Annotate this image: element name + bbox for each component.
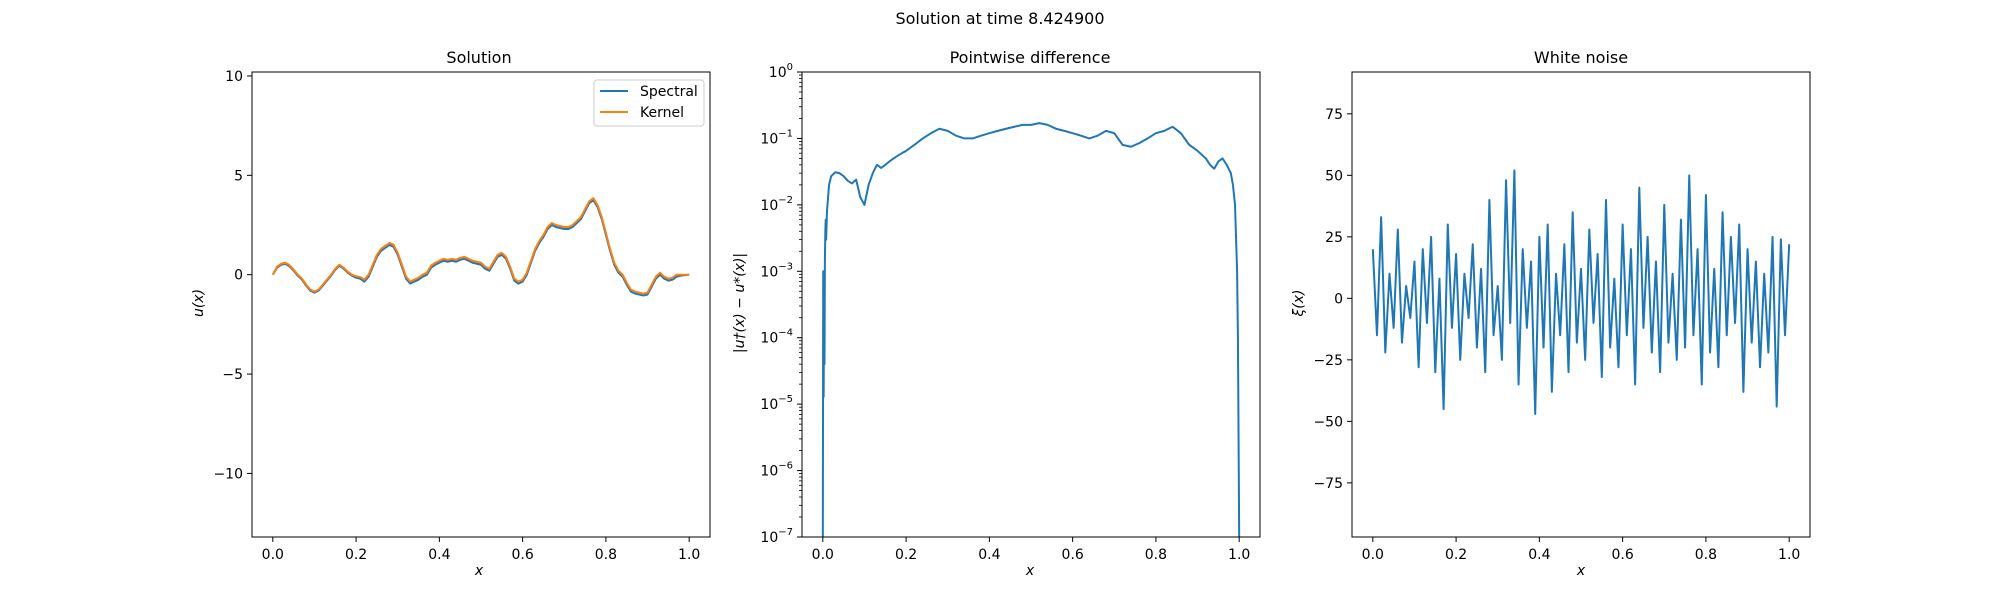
x-axis-ticks: 0.0 0.2 0.4 0.6 0.8 1.0 (1362, 537, 1800, 563)
y-tick-label: 75 (1325, 107, 1343, 123)
y-tick-label: 10−3 (760, 261, 793, 280)
x-axis-ticks: 0.0 0.2 0.4 0.6 0.8 1.0 (812, 537, 1250, 563)
x-tick-label: 0.6 (512, 547, 534, 563)
axes-frame (801, 71, 1261, 538)
y-tick-label: −75 (1313, 476, 1343, 492)
y-axis-label: u(x) (191, 289, 207, 317)
x-tick-label: 0.8 (1695, 547, 1717, 563)
x-tick-label: 0.2 (345, 547, 367, 563)
axes-frame (251, 71, 711, 538)
x-tick-label: 0.4 (978, 547, 1000, 563)
y-tick-label: 10−1 (760, 128, 793, 147)
x-tick-label: 0.2 (1445, 547, 1467, 563)
y-tick-label: 5 (234, 168, 243, 184)
y-tick-label: 10−6 (760, 461, 793, 480)
x-axis-ticks: 0.0 0.2 0.4 0.6 0.8 1.0 (262, 537, 700, 563)
y-tick-label: 0 (234, 268, 243, 284)
y-tick-label: 10 (225, 69, 243, 85)
x-axis-label: x (1025, 563, 1035, 579)
series-line-main (821, 122, 1241, 537)
plot-area (821, 122, 1241, 537)
plot-area (271, 197, 690, 297)
x-axis-label: x (1576, 563, 1586, 579)
x-tick-label: 0.0 (812, 547, 834, 563)
x-tick-label: 1.0 (678, 547, 700, 563)
subplot-pointwise-difference: Pointwise difference 0.0 0.2 0.4 0.6 0.8 1.0 … (732, 48, 1261, 579)
y-tick-label: 25 (1325, 230, 1343, 246)
series-line-kernel (271, 197, 690, 295)
y-axis-ticks: 10−7 10−6 10−5 10−4 10−3 10−2 10−1 100 (760, 62, 802, 546)
subplot-title: Pointwise difference (950, 48, 1111, 67)
axes-frame (1351, 71, 1811, 538)
y-axis-label: ξ(x) (1291, 289, 1307, 317)
y-tick-label: 10−7 (760, 527, 793, 546)
x-tick-label: 1.0 (1228, 547, 1250, 563)
plot-area (1371, 169, 1791, 415)
x-tick-label: 0.8 (595, 547, 617, 563)
legend-label-spectral: Spectral (640, 84, 698, 100)
x-tick-label: 0.4 (1528, 547, 1550, 563)
figure-suptitle: Solution at time 8.424900 (895, 9, 1104, 28)
x-tick-label: 0.4 (428, 547, 450, 563)
x-tick-label: 0.2 (895, 547, 917, 563)
x-axis-label: x (474, 563, 484, 579)
y-tick-label: 100 (769, 62, 793, 81)
y-tick-label: 10−4 (760, 328, 793, 347)
y-tick-label: 10−5 (760, 394, 793, 413)
y-tick-label: −50 (1313, 414, 1343, 430)
y-tick-label: −25 (1313, 353, 1343, 369)
y-tick-label: 0 (1334, 291, 1343, 307)
subplot-title: White noise (1534, 48, 1628, 67)
x-tick-label: 0.0 (262, 547, 284, 563)
legend: Spectral Kernel (593, 79, 705, 127)
subplot-white-noise: White noise 0.0 0.2 0.4 0.6 0.8 1.0 −75 −50 −25… (1291, 48, 1811, 579)
x-tick-label: 0.0 (1362, 547, 1384, 563)
legend-label-kernel: Kernel (640, 105, 684, 121)
series-line-main (1371, 169, 1791, 415)
x-tick-label: 0.8 (1145, 547, 1167, 563)
x-tick-label: 0.6 (1612, 547, 1634, 563)
subplot-title: Solution (446, 48, 511, 67)
y-axis-ticks: −75 −50 −25 0 25 50 75 (1313, 107, 1352, 492)
y-tick-label: 10−2 (760, 195, 793, 214)
y-axis-label: |u†(x) − u*(x)| (732, 253, 748, 353)
y-tick-label: −5 (222, 367, 243, 383)
y-axis-ticks: −10 −5 0 5 10 (213, 69, 252, 482)
y-tick-label: −10 (213, 466, 243, 482)
x-tick-label: 0.6 (1062, 547, 1084, 563)
x-tick-label: 1.0 (1778, 547, 1800, 563)
y-tick-label: 50 (1325, 168, 1343, 184)
